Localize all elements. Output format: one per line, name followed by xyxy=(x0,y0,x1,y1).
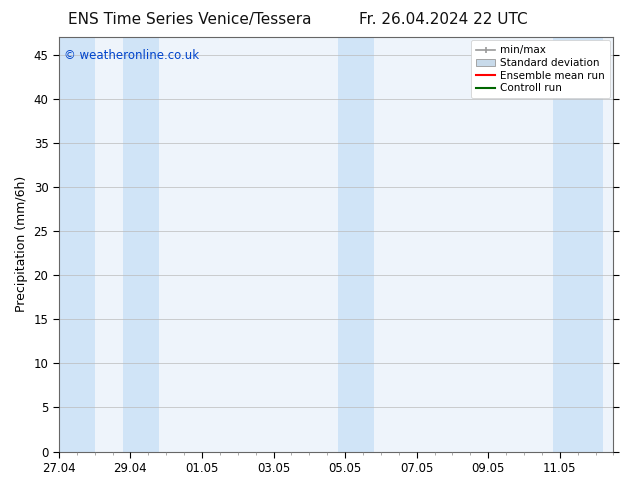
Text: © weatheronline.co.uk: © weatheronline.co.uk xyxy=(65,49,200,63)
Bar xyxy=(553,37,603,452)
Y-axis label: Precipitation (mm/6h): Precipitation (mm/6h) xyxy=(15,176,28,313)
Text: ENS Time Series Venice/Tessera: ENS Time Series Venice/Tessera xyxy=(68,12,312,27)
Bar xyxy=(123,37,159,452)
Bar xyxy=(59,37,94,452)
Bar xyxy=(338,37,373,452)
Legend: min/max, Standard deviation, Ensemble mean run, Controll run: min/max, Standard deviation, Ensemble me… xyxy=(471,40,611,98)
Text: Fr. 26.04.2024 22 UTC: Fr. 26.04.2024 22 UTC xyxy=(359,12,528,27)
